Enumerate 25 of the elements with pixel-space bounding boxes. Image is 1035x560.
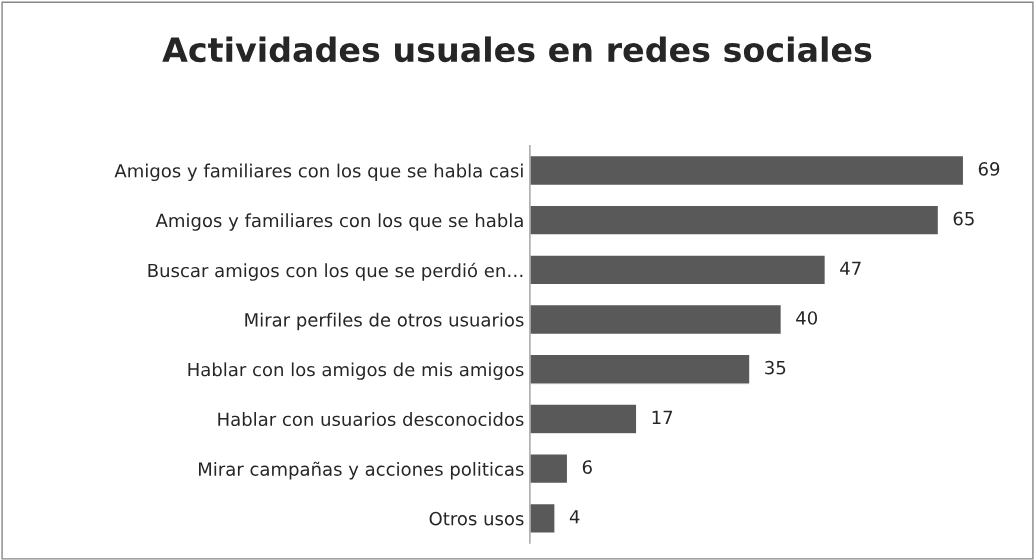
bar bbox=[529, 303, 783, 336]
data-label: 65 bbox=[953, 211, 974, 226]
chart-title: Actividades usuales en redes sociales bbox=[162, 36, 872, 63]
bar bbox=[529, 403, 638, 435]
data-label: 35 bbox=[765, 360, 786, 375]
data-label: 6 bbox=[582, 460, 592, 474]
y-tick-label: Mirar perfiles de otros usuarios bbox=[245, 312, 524, 331]
y-tick-label: Mirar campañas y acciones politicas bbox=[198, 461, 524, 480]
data-label: 69 bbox=[978, 162, 1000, 176]
y-tick-label: Hablar con los amigos de mis amigos bbox=[188, 362, 524, 380]
data-label: 47 bbox=[840, 261, 861, 275]
y-tick-label: Hablar con usuarios desconocidos bbox=[218, 412, 524, 427]
bar bbox=[529, 154, 965, 187]
data-label: 40 bbox=[796, 311, 818, 325]
y-tick-label: Amigos y familiares con los que se habla bbox=[155, 213, 523, 231]
bar bbox=[529, 204, 940, 236]
data-label: 17 bbox=[652, 410, 673, 424]
bar bbox=[529, 453, 569, 485]
data-label: 4 bbox=[569, 510, 580, 524]
bar bbox=[529, 502, 556, 534]
bar bbox=[529, 254, 827, 286]
y-tick-label: Otros usos bbox=[429, 511, 524, 526]
y-tick-label: Buscar amigos con los que se perdió en… bbox=[148, 262, 523, 281]
bar bbox=[529, 353, 751, 385]
y-tick-label: Amigos y familiares con los que se habla casi bbox=[114, 163, 523, 182]
